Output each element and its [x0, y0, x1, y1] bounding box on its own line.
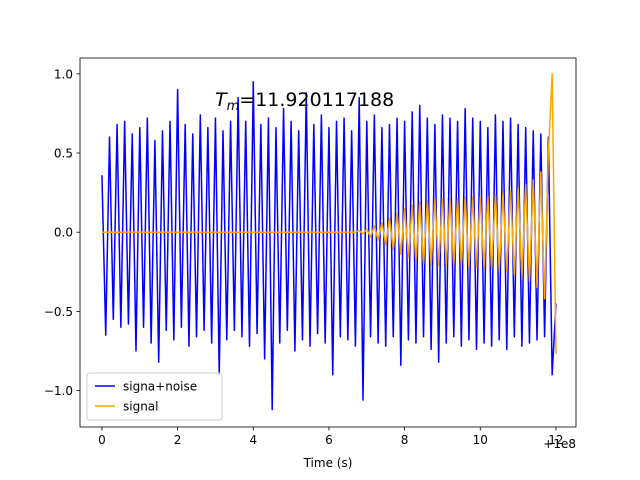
annotation: Tm=11.920117188: [215, 89, 394, 114]
annotation-text: =11.920117188: [239, 89, 394, 111]
x-tick-label: 4: [249, 433, 257, 447]
y-tick-label: 0.0: [54, 226, 73, 240]
legend-label: signal: [123, 400, 159, 414]
y-tick-label: −1.0: [44, 384, 73, 398]
x-tick-label: 6: [325, 433, 333, 447]
y-tick-label: 1.0: [54, 67, 73, 81]
legend-label: signa+noise: [123, 380, 197, 394]
x-tick-label: 0: [98, 433, 106, 447]
x-tick-label: 8: [401, 433, 409, 447]
annotation-subscript: m: [227, 99, 240, 114]
annotation-symbol: T: [215, 89, 228, 111]
x-tick-label: 2: [174, 433, 182, 447]
x-tick-label: 12: [548, 433, 563, 447]
series-line: [101, 73, 557, 355]
y-tick-label: −0.5: [44, 305, 73, 319]
x-tick-label: 10: [473, 433, 488, 447]
series-line: [101, 81, 557, 411]
x-offset-label: +1e8: [543, 437, 576, 451]
plot-area: [101, 73, 557, 411]
x-axis-label: Time (s): [303, 456, 353, 470]
legend: signa+noise signal: [86, 372, 223, 421]
axes-frame: [79, 57, 577, 428]
legend-box: [86, 372, 223, 421]
y-tick-label: 0.5: [54, 147, 73, 161]
